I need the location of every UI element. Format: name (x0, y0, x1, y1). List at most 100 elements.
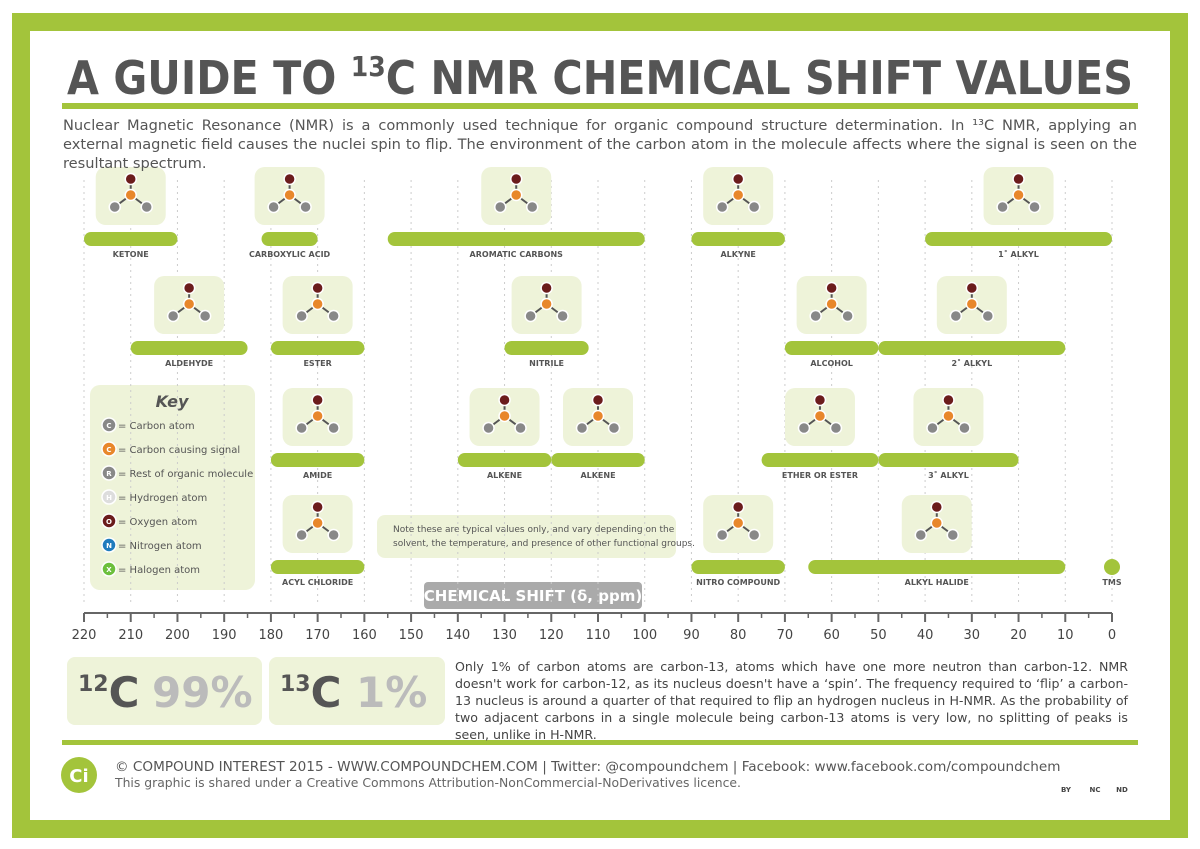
key-symbol-letter: X (106, 566, 112, 574)
atom (1012, 188, 1025, 202)
key-symbol-letter: H (106, 494, 112, 502)
atom (825, 297, 838, 311)
atom (747, 200, 761, 214)
atom (182, 281, 196, 295)
atom (715, 528, 729, 542)
range-label: AMIDE (303, 471, 332, 480)
intro: Nuclear Magnetic Resonance (NMR) is a co… (63, 117, 1137, 172)
mass-number: 13 (280, 672, 311, 697)
tick-label: 200 (165, 628, 190, 643)
atom (715, 200, 729, 214)
atom (267, 200, 280, 214)
range-label: ALKYL HALIDE (905, 578, 969, 587)
atom (311, 409, 324, 423)
mass-number: 12 (78, 672, 109, 697)
atom (493, 200, 507, 214)
tick-label: 20 (1010, 628, 1027, 643)
atom (841, 309, 854, 323)
atom (809, 309, 822, 323)
tick-label: 10 (1057, 628, 1074, 643)
atom (299, 200, 312, 214)
tick-label: 70 (777, 628, 794, 643)
atom (540, 297, 553, 311)
atom (524, 309, 537, 323)
key-symbol-letter: C (106, 446, 111, 454)
atom (607, 421, 621, 435)
range-label: ACYL CHLORIDE (282, 578, 353, 587)
atom (311, 516, 324, 530)
tick-label: 210 (118, 628, 143, 643)
shift-range (504, 341, 589, 355)
atom (327, 528, 340, 542)
tick-label: 100 (632, 628, 657, 643)
atom (498, 409, 511, 423)
licence-icon: NC (1090, 786, 1101, 794)
atom (946, 528, 960, 542)
isotope: 12C (78, 668, 139, 717)
range-label: ETHER OR ESTER (782, 471, 858, 480)
shift-range (270, 560, 365, 574)
key-symbol (101, 465, 117, 481)
key-symbol (101, 537, 117, 553)
key-symbol (101, 561, 117, 577)
tick-label: 140 (445, 628, 470, 643)
key-title: Key (156, 392, 189, 411)
atom (509, 188, 523, 202)
title-superscript: 13 (351, 50, 386, 83)
atom (813, 393, 827, 407)
atom (949, 309, 963, 323)
percent: 1% (356, 668, 427, 717)
range-label: TMS (1102, 578, 1121, 587)
range-label: NITRO COMPOUND (696, 578, 780, 587)
shift-range (691, 560, 785, 574)
title-rule (62, 103, 1138, 109)
range-label: ALKENE (580, 471, 615, 480)
logo (61, 757, 97, 793)
atom (311, 297, 324, 311)
tick-label: 220 (72, 628, 97, 643)
atom (731, 500, 745, 514)
tick-label: 180 (258, 628, 283, 643)
key-symbol-letter: O (106, 518, 112, 526)
tick-label: 170 (305, 628, 330, 643)
key-label: = Halogen atom (118, 565, 200, 576)
title: A GUIDE TO 13C NMR CHEMICAL SHIFT VALUES (67, 50, 1133, 105)
range-label: NITRILE (529, 359, 564, 368)
atom (556, 309, 569, 323)
atom (311, 500, 324, 514)
atom (958, 421, 971, 435)
atom (514, 421, 527, 435)
atom (108, 200, 121, 214)
key-symbol (101, 441, 117, 457)
tms-point (1104, 559, 1120, 575)
tick-label: 30 (964, 628, 981, 643)
shift-range (784, 341, 879, 355)
atom (965, 297, 979, 311)
range-label: KETONE (113, 250, 149, 259)
atom (942, 393, 955, 407)
title-part: A GUIDE TO (67, 51, 351, 105)
logo-text: Ci (69, 766, 88, 787)
atom (996, 200, 1009, 214)
atom (926, 421, 939, 435)
shift-range (261, 232, 318, 246)
tick-label: 80 (730, 628, 747, 643)
tick-label: 0 (1108, 628, 1116, 643)
atom (327, 309, 340, 323)
atom (283, 188, 296, 202)
key-symbol (101, 489, 117, 505)
atom (540, 281, 553, 295)
tick-label: 50 (870, 628, 887, 643)
element: C (109, 668, 140, 717)
atom (124, 172, 137, 186)
atom (182, 297, 196, 311)
atom (509, 172, 523, 186)
key-label: = Carbon atom (118, 421, 195, 432)
shift-range (808, 560, 1066, 574)
tick-label: 120 (539, 628, 564, 643)
shift-range (925, 232, 1112, 246)
element: C (311, 668, 342, 717)
licence-icon: BY (1061, 786, 1072, 794)
axis-label: CHEMICAL SHIFT (δ, ppm) (424, 587, 642, 605)
